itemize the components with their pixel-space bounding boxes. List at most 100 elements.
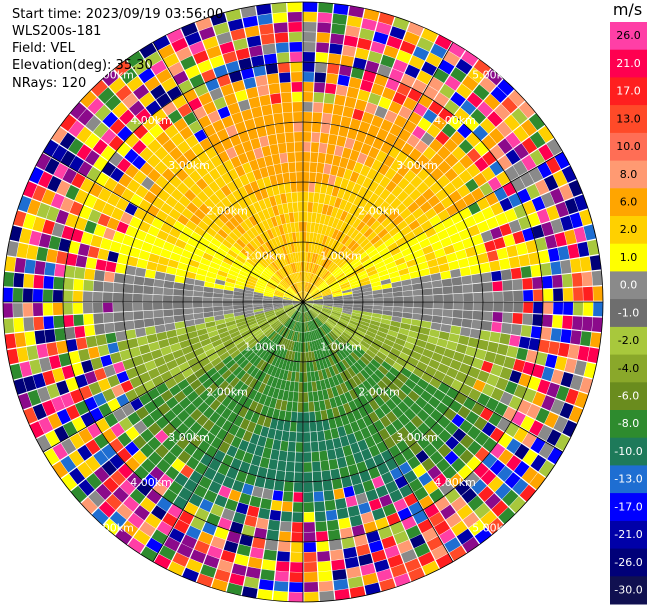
range-gate [348,204,358,215]
range-gate [179,126,194,140]
range-gate [309,309,317,318]
range-gate [299,302,303,312]
range-gate [410,175,423,189]
range-gate [401,516,417,530]
range-gate [423,302,433,309]
range-gate [308,401,315,412]
range-gate [350,337,360,346]
range-gate [156,521,173,536]
range-gate [352,183,362,195]
range-gate [186,558,203,573]
range-gate [193,285,204,292]
range-gate [321,289,331,295]
range-gate [316,279,325,288]
range-gate [89,182,103,198]
range-gate [223,309,234,315]
range-gate [269,175,278,186]
field-label: Field: VEL [12,41,75,56]
range-gate [270,344,278,354]
range-gate [282,370,289,381]
range-gate [436,338,448,348]
range-gate [367,50,383,64]
range-gate [144,360,157,372]
range-gate [443,302,453,310]
range-gate [133,302,143,311]
range-gate [125,426,140,441]
range-gate [298,222,303,232]
range-gate [211,357,222,367]
range-gate [287,340,293,351]
range-gate [169,384,182,396]
range-gate [191,253,202,263]
range-gate [46,249,58,263]
range-gate [13,210,27,227]
range-gate [313,401,321,412]
range-gate [380,141,393,155]
range-gate [47,175,62,192]
colorbar-segment [610,465,647,494]
range-gate [185,31,202,46]
range-gate [319,214,326,225]
range-gate [290,331,296,341]
range-gate [277,285,286,292]
range-gate [529,472,546,490]
range-gate [315,278,323,287]
range-gate [317,390,324,401]
range-gate [313,303,323,307]
range-gate [391,185,403,198]
range-gate [318,142,328,154]
range-gate [340,116,352,128]
range-gate [166,266,177,275]
range-gate [247,505,260,518]
range-gate [443,138,458,153]
range-gate [374,369,385,380]
range-gate [322,292,332,297]
range-gate [361,111,374,124]
range-gate [351,315,361,321]
range-gate [391,172,404,185]
range-gate [424,429,438,443]
range-gate [329,195,337,207]
range-gate [328,250,336,260]
range-gate [422,146,437,160]
range-gate [263,302,273,305]
range-gate [270,227,278,238]
range-gate [308,321,313,331]
range-gate [133,207,147,221]
range-gate [412,367,425,378]
range-gate [332,309,342,315]
range-gate [258,199,267,211]
range-gate [519,172,535,188]
range-gate [227,346,238,355]
range-gate [165,195,178,208]
range-gate [151,217,164,230]
range-gate [95,483,112,500]
range-gate [364,134,376,146]
range-gate [133,170,147,185]
range-gate [58,353,71,367]
range-gate [356,418,367,430]
range-gate [248,322,259,330]
range-gate [93,433,109,449]
range-gate [296,282,301,293]
range-gate [396,49,412,64]
range-gate [404,362,416,373]
range-gate [223,338,234,347]
range-gate [334,94,346,106]
range-gate [259,166,269,178]
range-gate [473,59,491,76]
range-gate [552,274,563,288]
range-gate [279,282,288,290]
range-gate [421,281,433,289]
range-gate [284,277,291,287]
range-gate [336,373,344,385]
range-gate [306,232,310,242]
range-gate [269,263,278,272]
range-gate [312,232,318,243]
range-gate [279,326,287,336]
range-gate [77,461,93,479]
range-gate [365,265,376,274]
range-gate [316,531,329,542]
range-gate [229,573,245,586]
range-gate [193,484,208,498]
